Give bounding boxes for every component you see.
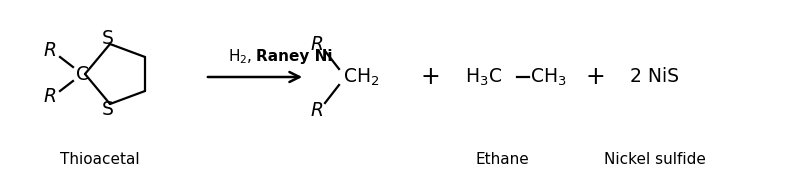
- Text: R: R: [43, 88, 57, 106]
- Text: R: R: [310, 101, 323, 119]
- Text: S: S: [102, 30, 114, 49]
- Text: H$_2$,: H$_2$,: [228, 48, 254, 66]
- Text: Thioacetal: Thioacetal: [60, 151, 140, 166]
- Text: Ethane: Ethane: [475, 151, 529, 166]
- Text: CH$_3$: CH$_3$: [530, 66, 566, 88]
- Text: S: S: [102, 100, 114, 118]
- Text: +: +: [585, 65, 605, 89]
- Text: Nickel sulfide: Nickel sulfide: [604, 151, 706, 166]
- Text: H$_3$C: H$_3$C: [465, 66, 502, 88]
- Text: 2 NiS: 2 NiS: [630, 67, 679, 87]
- Text: CH$_2$: CH$_2$: [343, 66, 379, 88]
- Text: R: R: [310, 34, 323, 54]
- Text: +: +: [420, 65, 440, 89]
- Text: C: C: [77, 65, 90, 83]
- Text: Raney Ni: Raney Ni: [256, 50, 333, 65]
- Text: R: R: [43, 42, 57, 61]
